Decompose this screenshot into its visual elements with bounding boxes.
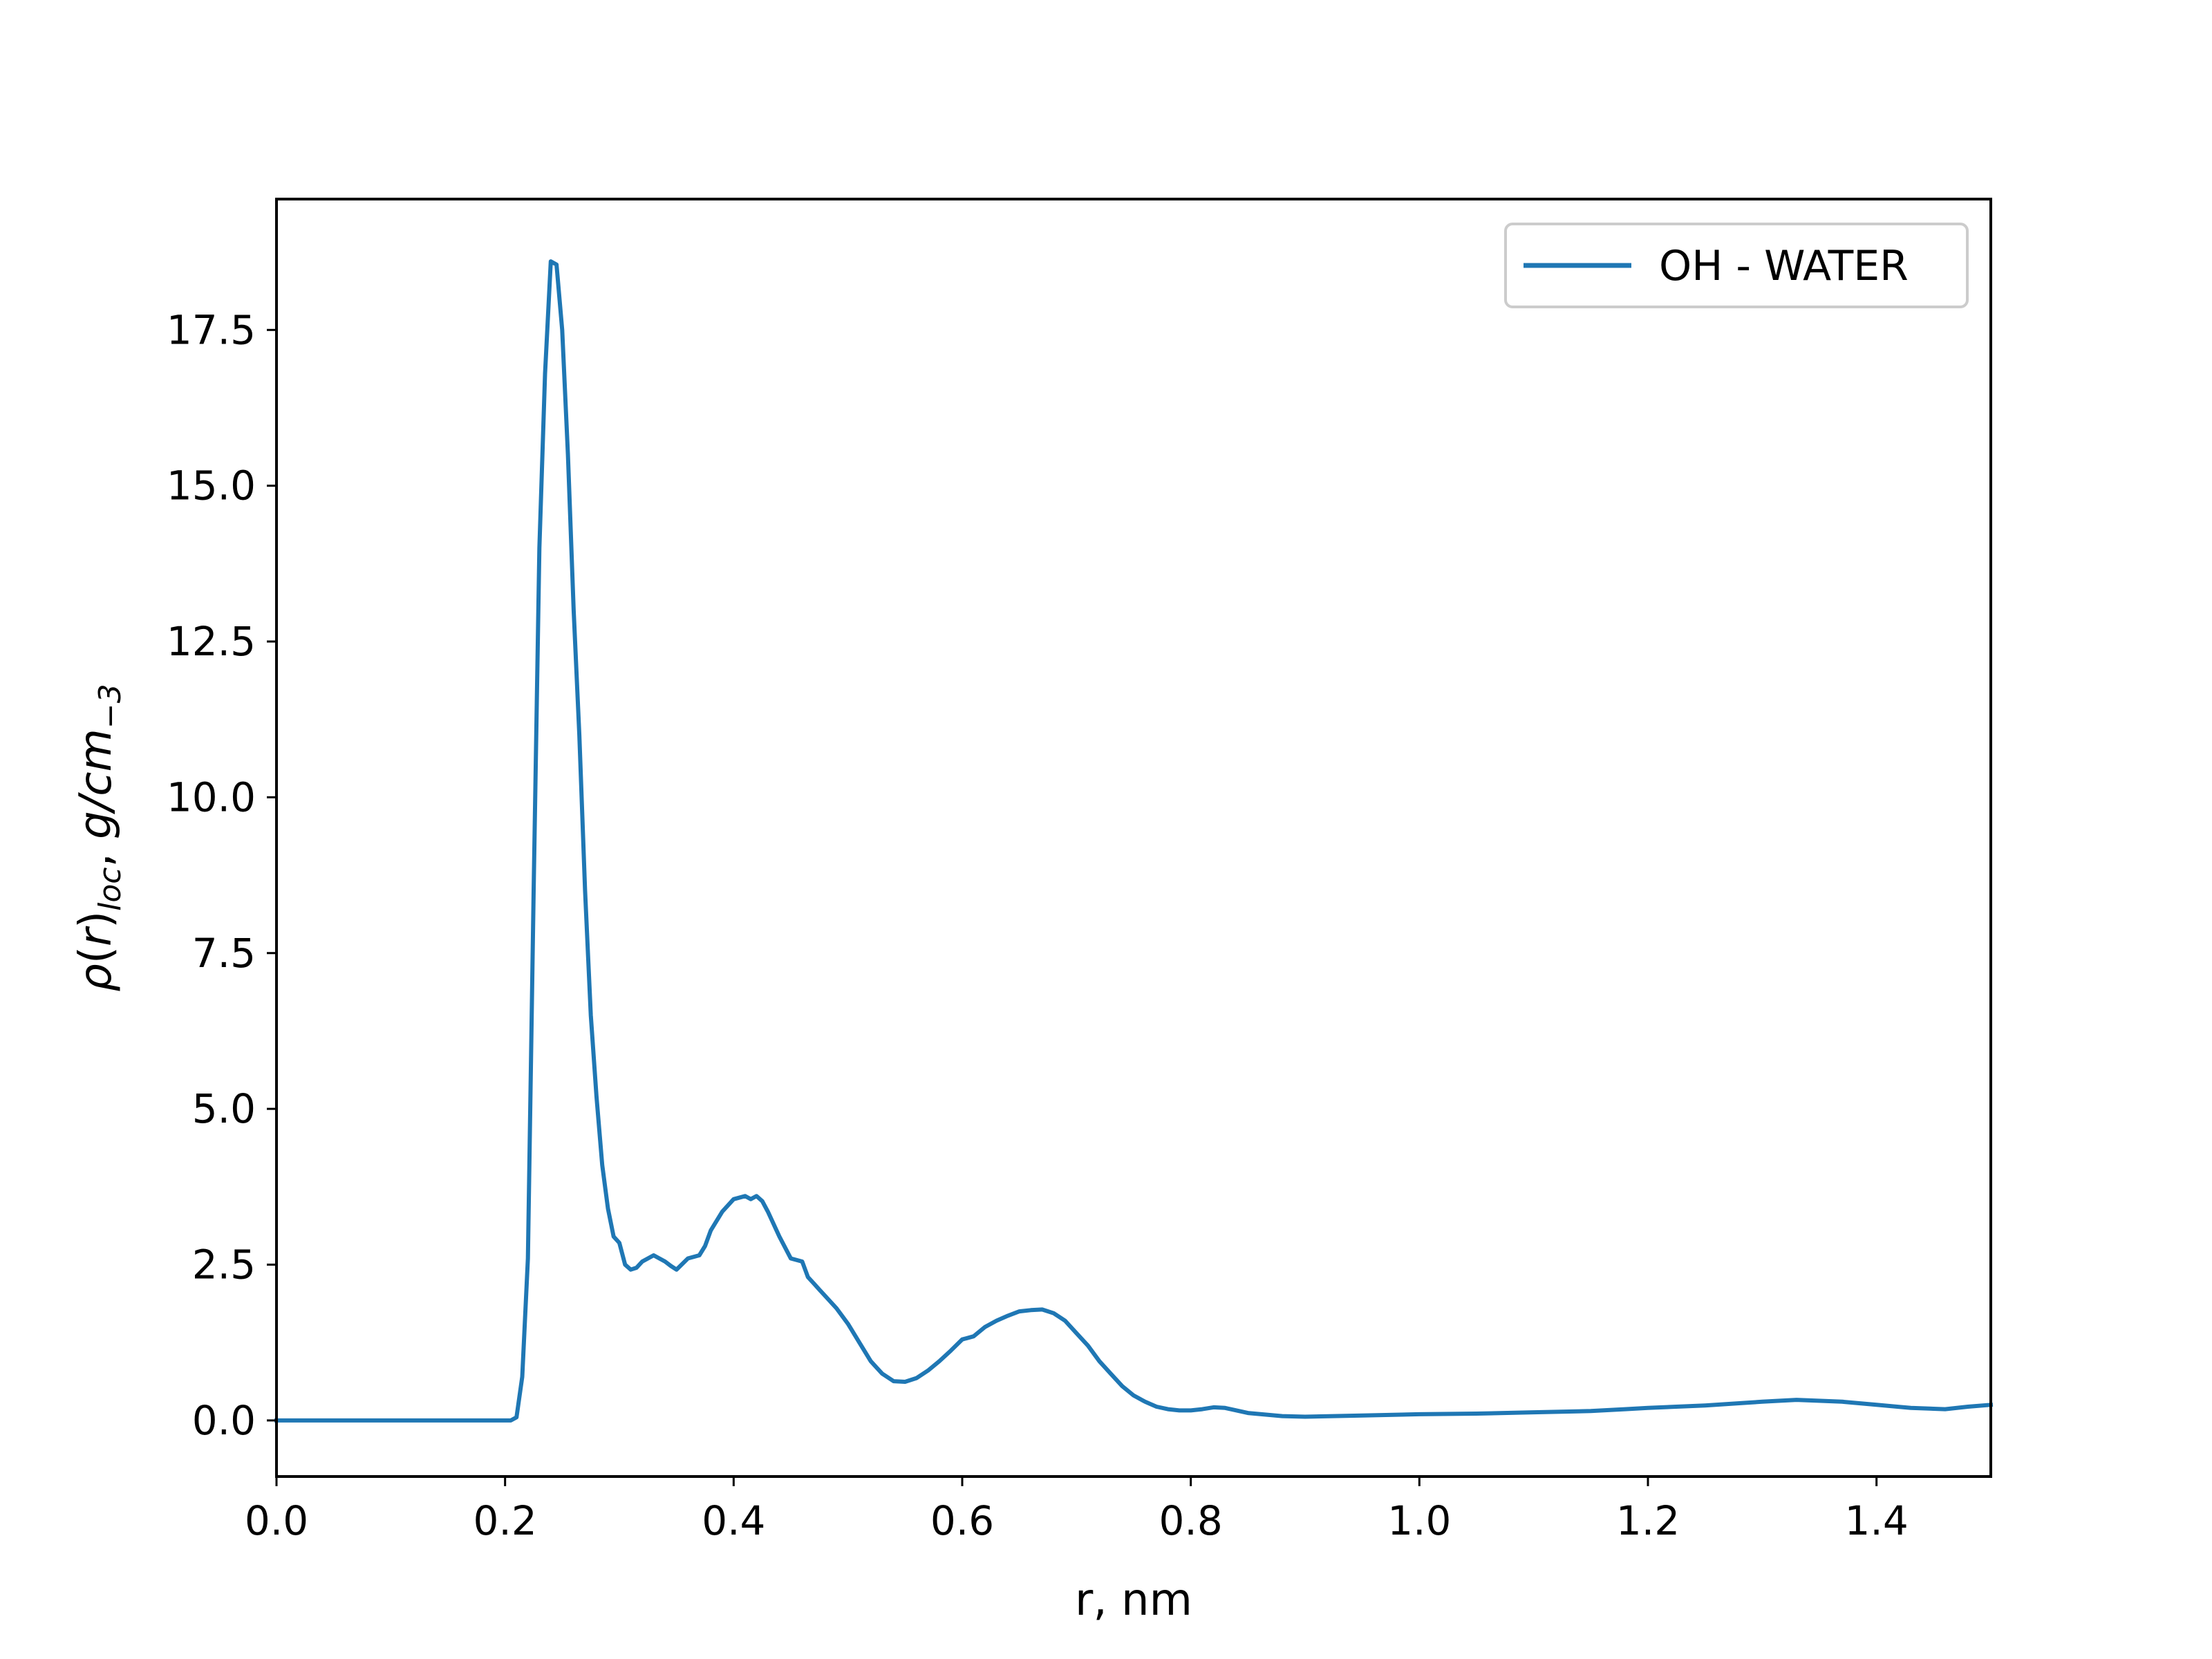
- legend: OH - WATER: [1504, 223, 1969, 308]
- x-axis: 0.0 0.2 0.4 0.6 0.8 1.0 1.2 1.4: [245, 1477, 1909, 1544]
- x-tick-label: 1.0: [1387, 1497, 1451, 1544]
- y-axis: 0.0 2.5 5.0 7.5 10.0 12.5 15.0 17.5: [167, 306, 276, 1444]
- y-tick-label: 5.0: [192, 1085, 256, 1132]
- y-label-sep: ,: [71, 839, 122, 868]
- y-label-sub-unit: −3: [93, 684, 128, 729]
- y-tick-label: 7.5: [192, 930, 256, 977]
- y-label-rho: ρ: [71, 964, 122, 992]
- y-label-sub-loc: loc: [93, 868, 128, 911]
- legend-box: [1504, 223, 1969, 308]
- legend-label: OH - WATER: [1659, 242, 1909, 290]
- x-tick-label: 1.4: [1845, 1497, 1909, 1544]
- y-tick-label: 12.5: [167, 618, 256, 665]
- y-tick-label: 0.0: [192, 1397, 256, 1444]
- x-tick-label: 0.8: [1159, 1497, 1223, 1544]
- x-tick-label: 1.2: [1616, 1497, 1680, 1544]
- y-label-unit: g/cm: [71, 729, 122, 839]
- y-tick-label: 17.5: [167, 306, 256, 353]
- y-tick-label: 10.0: [167, 774, 256, 821]
- y-axis-label: ρ(r)loc, g/cm−3: [71, 684, 128, 992]
- x-tick-label: 0.6: [930, 1497, 994, 1544]
- x-axis-label: r, nm: [1075, 1575, 1192, 1626]
- y-label-open: (: [71, 946, 122, 964]
- y-tick-label: 2.5: [192, 1241, 256, 1288]
- series-layer: [274, 259, 1994, 1423]
- y-tick-label: 15.0: [167, 462, 256, 509]
- series-line-0: [274, 259, 1994, 1423]
- axes-frame: [275, 198, 1992, 1478]
- x-tick-label: 0.0: [245, 1497, 308, 1544]
- y-label-r: r: [71, 926, 122, 946]
- x-tick-label: 0.4: [702, 1497, 765, 1544]
- x-tick-label: 0.2: [474, 1497, 537, 1544]
- plot-area: [276, 199, 1991, 1477]
- y-label-close: ): [71, 911, 122, 928]
